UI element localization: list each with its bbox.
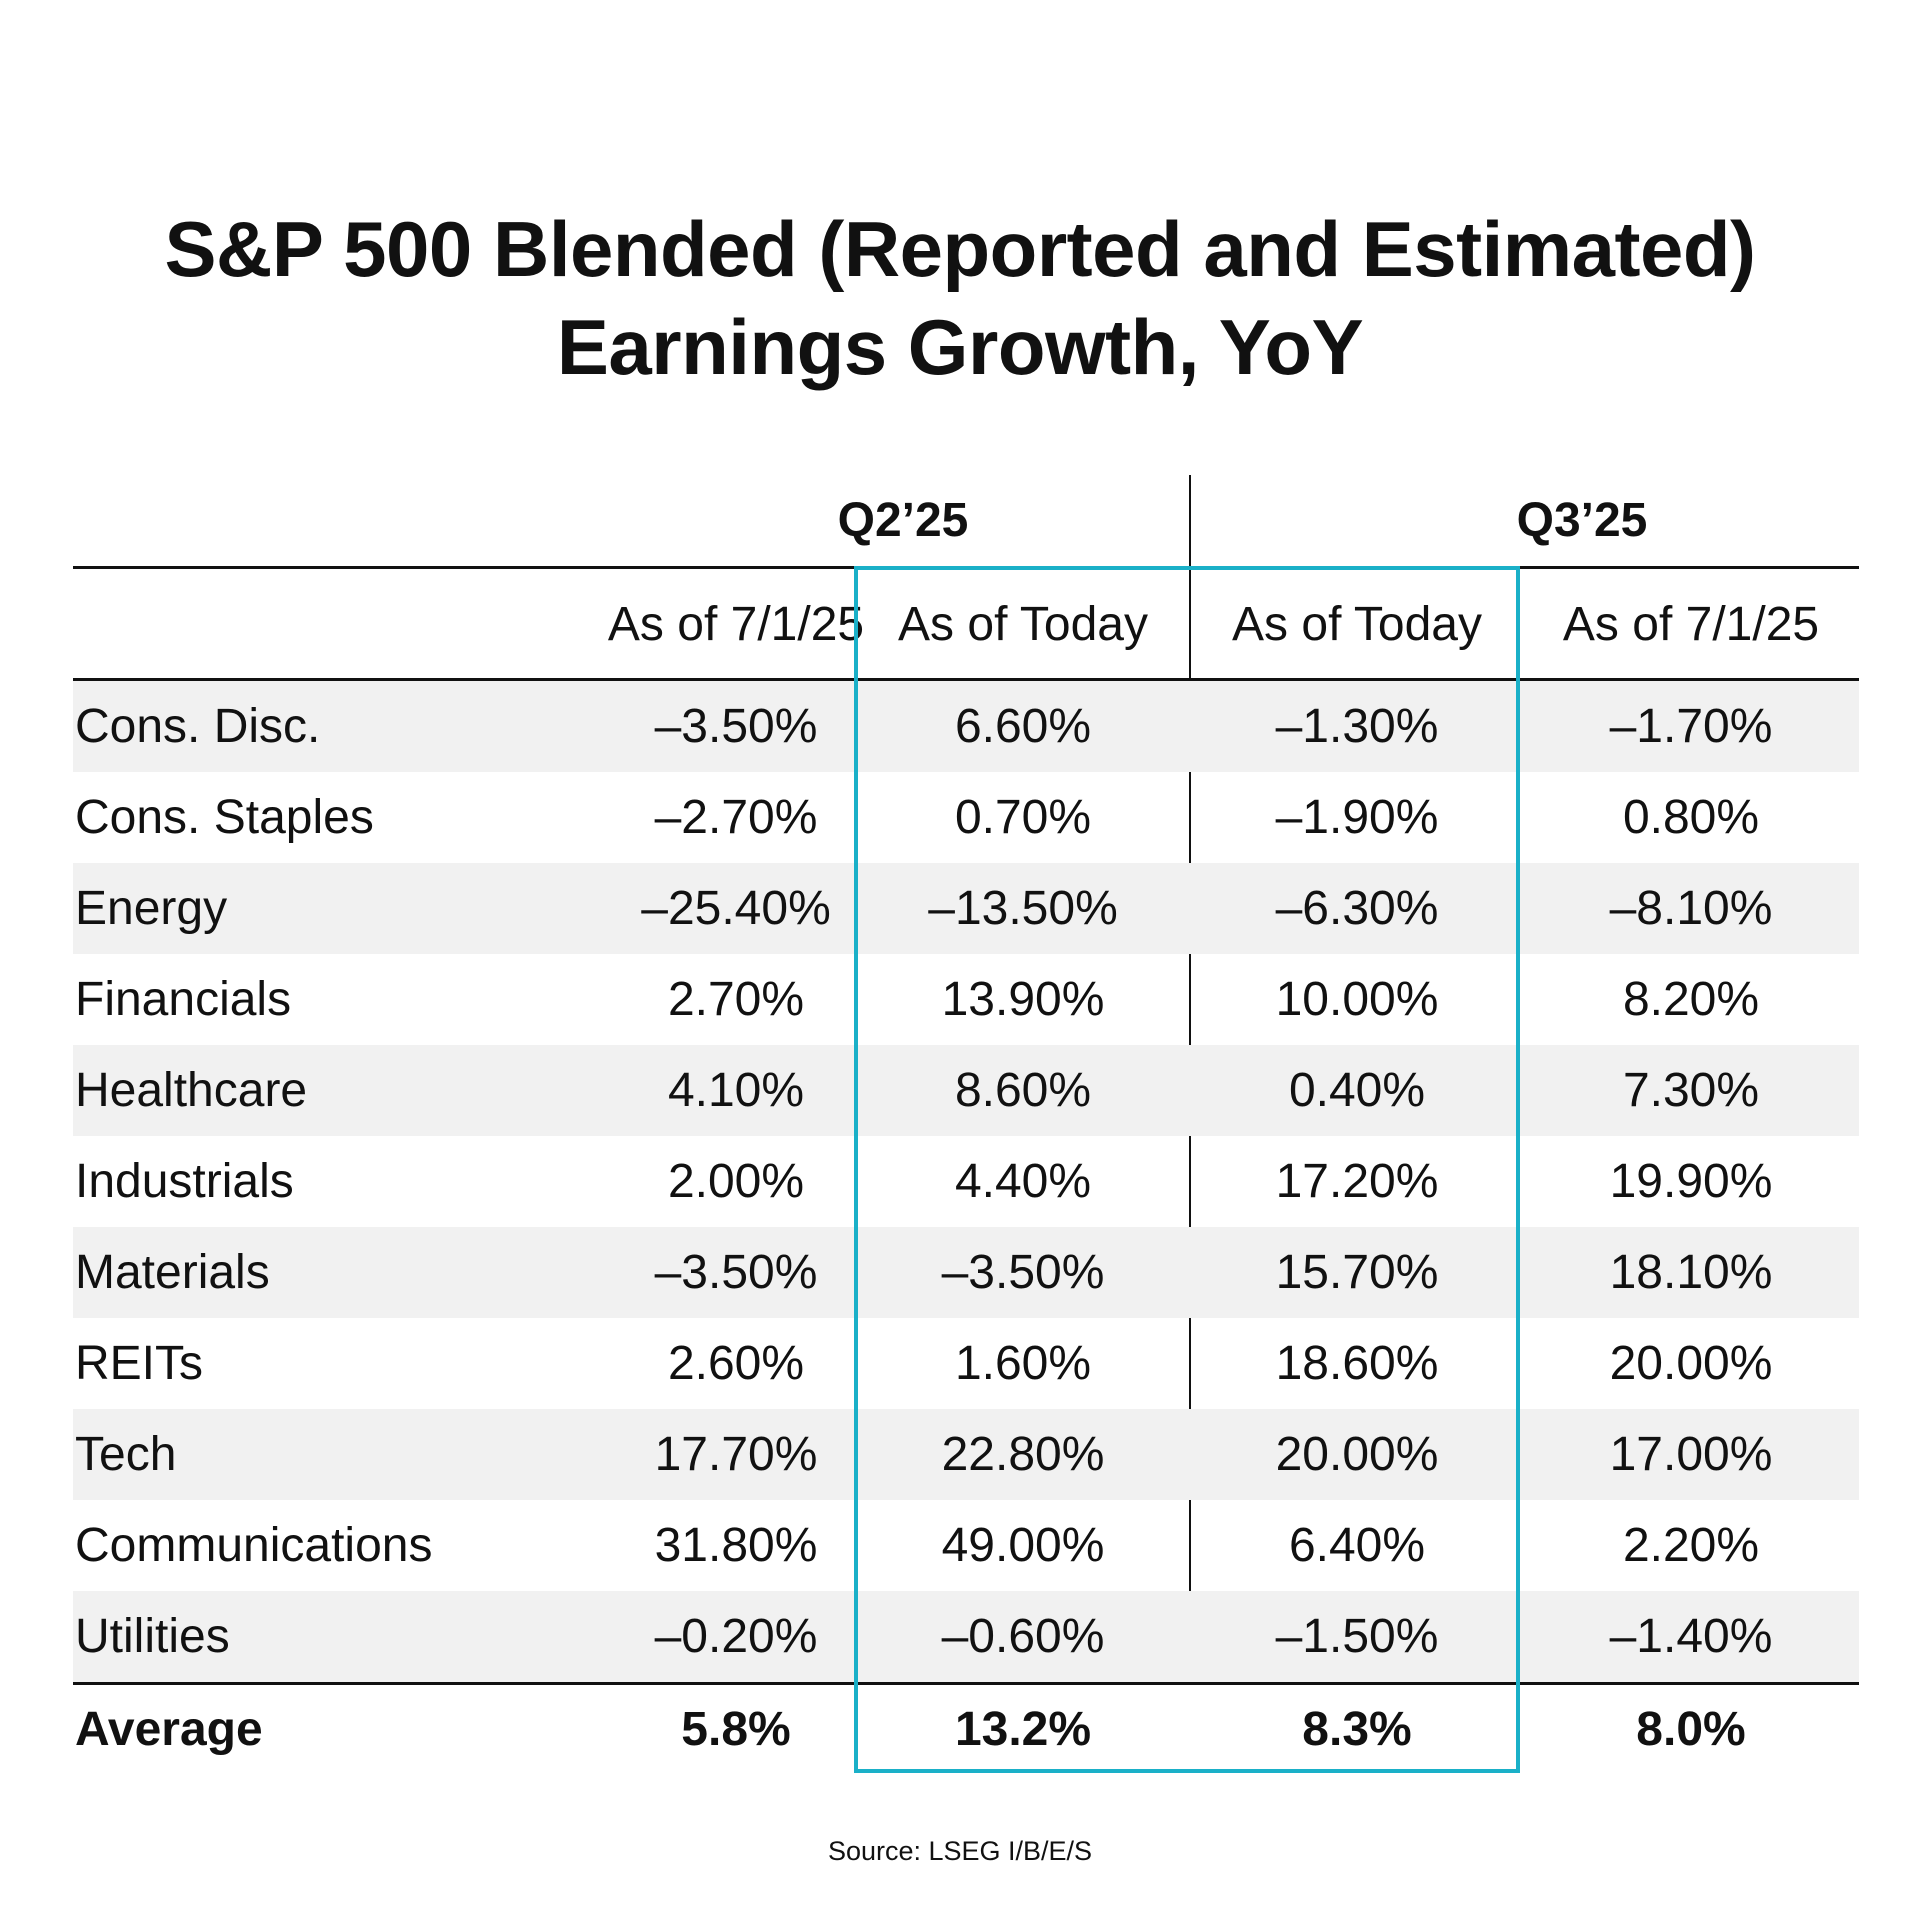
table-row: Cons. Staples –2.70% 0.70% –1.90% 0.80% <box>73 772 1859 863</box>
table-row: Tech 17.70% 22.80% 20.00% 17.00% <box>73 1409 1859 1500</box>
table-cell: –8.10% <box>1609 882 1773 935</box>
table-cell: 17.70% <box>654 1428 818 1481</box>
table-row: Healthcare 4.10% 8.60% 0.40% 7.30% <box>73 1045 1859 1136</box>
average-value-2: 13.2% <box>954 1702 1092 1756</box>
sector-label: Healthcare <box>75 1064 308 1117</box>
sector-label: Energy <box>75 882 228 935</box>
column-header-1: As of 7/1/25 <box>607 597 865 651</box>
table-cell: –3.50% <box>654 700 818 753</box>
table-cell: 6.40% <box>1288 1519 1426 1572</box>
average-label: Average <box>75 1702 263 1756</box>
table-cell: 49.00% <box>941 1519 1105 1572</box>
table-cell: 22.80% <box>941 1428 1105 1481</box>
table-cell: 2.00% <box>667 1155 805 1208</box>
table-cell: –13.50% <box>928 882 1118 935</box>
column-header-2: As of Today <box>898 597 1148 651</box>
table-cell: 7.30% <box>1622 1064 1760 1117</box>
average-value-4: 8.0% <box>1636 1702 1746 1756</box>
table-cell: 8.60% <box>954 1064 1092 1117</box>
sector-label: Tech <box>75 1428 177 1481</box>
table-cell: 17.20% <box>1275 1155 1439 1208</box>
table-cell: 0.70% <box>954 791 1092 844</box>
chart-title: S&P 500 Blended (Reported and Estimated)… <box>0 200 1920 396</box>
table-cell: 2.20% <box>1622 1519 1760 1572</box>
column-header-row: As of 7/1/25 As of Today As of Today As … <box>73 569 1859 679</box>
table-cell: 19.90% <box>1609 1155 1773 1208</box>
chart-title-line-1: S&P 500 Blended (Reported and Estimated) <box>164 205 1756 293</box>
column-header-3: As of Today <box>1232 597 1482 651</box>
group-header-q3: Q3’25 <box>1516 493 1648 547</box>
table-cell: –0.20% <box>654 1610 818 1663</box>
table-row: REITs 2.60% 1.60% 18.60% 20.00% <box>73 1318 1859 1409</box>
table-row: Cons. Disc. –3.50% 6.60% –1.30% –1.70% <box>73 681 1859 772</box>
sector-label: REITs <box>75 1337 204 1390</box>
sector-label: Communications <box>75 1519 433 1572</box>
average-row: Average 5.8% 13.2% 8.3% 8.0% <box>73 1685 1859 1773</box>
table-cell: 20.00% <box>1609 1337 1773 1390</box>
earnings-growth-table: Q2’25 Q3’25 As of 7/1/25 As of Today As … <box>73 475 1859 1775</box>
table-row: Energy –25.40% –13.50% –6.30% –8.10% <box>73 863 1859 954</box>
average-rule <box>73 1682 1859 1685</box>
table-cell: 4.10% <box>667 1064 805 1117</box>
source-note: Source: LSEG I/B/E/S <box>827 1836 1093 1866</box>
table-cell: 8.20% <box>1622 973 1760 1026</box>
table-cell: 10.00% <box>1275 973 1439 1026</box>
table-cell: 20.00% <box>1275 1428 1439 1481</box>
table-cell: 4.40% <box>954 1155 1092 1208</box>
table-cell: –1.30% <box>1275 700 1439 753</box>
table-cell: –3.50% <box>654 1246 818 1299</box>
table-row: Communications 31.80% 49.00% 6.40% 2.20% <box>73 1500 1859 1591</box>
table-cell: 1.60% <box>954 1337 1092 1390</box>
average-value-3: 8.3% <box>1302 1702 1412 1756</box>
table-cell: –2.70% <box>654 791 818 844</box>
group-header-q2: Q2’25 <box>837 493 969 547</box>
table-cell: –1.50% <box>1275 1610 1439 1663</box>
table-cell: –1.90% <box>1275 791 1439 844</box>
table-cell: –1.70% <box>1609 700 1773 753</box>
table-cell: –25.40% <box>641 882 831 935</box>
chart-title-line-2: Earnings Growth, YoY <box>556 303 1364 391</box>
table-cell: 13.90% <box>941 973 1105 1026</box>
table-cell: 31.80% <box>654 1519 818 1572</box>
table-cell: 0.80% <box>1622 791 1760 844</box>
table-cell: –3.50% <box>941 1246 1105 1299</box>
table-cell: 15.70% <box>1275 1246 1439 1299</box>
sector-label: Industrials <box>75 1155 294 1208</box>
table-cell: 2.60% <box>667 1337 805 1390</box>
table-cell: –0.60% <box>941 1610 1105 1663</box>
sector-label: Utilities <box>75 1610 230 1663</box>
column-header-rule <box>73 678 1859 681</box>
table-cell: 6.60% <box>954 700 1092 753</box>
table-cell: 17.00% <box>1609 1428 1773 1481</box>
average-value-1: 5.8% <box>681 1702 791 1756</box>
sector-label: Cons. Staples <box>75 791 374 844</box>
table-cell: 2.70% <box>667 973 805 1026</box>
column-header-4: As of 7/1/25 <box>1562 597 1820 651</box>
sector-label: Financials <box>75 973 292 1026</box>
sector-label: Cons. Disc. <box>75 700 321 753</box>
sector-label: Materials <box>75 1246 270 1299</box>
table-cell: –6.30% <box>1275 882 1439 935</box>
table-row: Materials –3.50% –3.50% 15.70% 18.10% <box>73 1227 1859 1318</box>
table-row: Financials 2.70% 13.90% 10.00% 8.20% <box>73 954 1859 1045</box>
table-cell: 0.40% <box>1288 1064 1426 1117</box>
table-cell: 18.10% <box>1609 1246 1773 1299</box>
table-row: Utilities –0.20% –0.60% –1.50% –1.40% <box>73 1591 1859 1682</box>
table-cell: 18.60% <box>1275 1337 1439 1390</box>
table-cell: –1.40% <box>1609 1610 1773 1663</box>
table-row: Industrials 2.00% 4.40% 17.20% 19.90% <box>73 1136 1859 1227</box>
